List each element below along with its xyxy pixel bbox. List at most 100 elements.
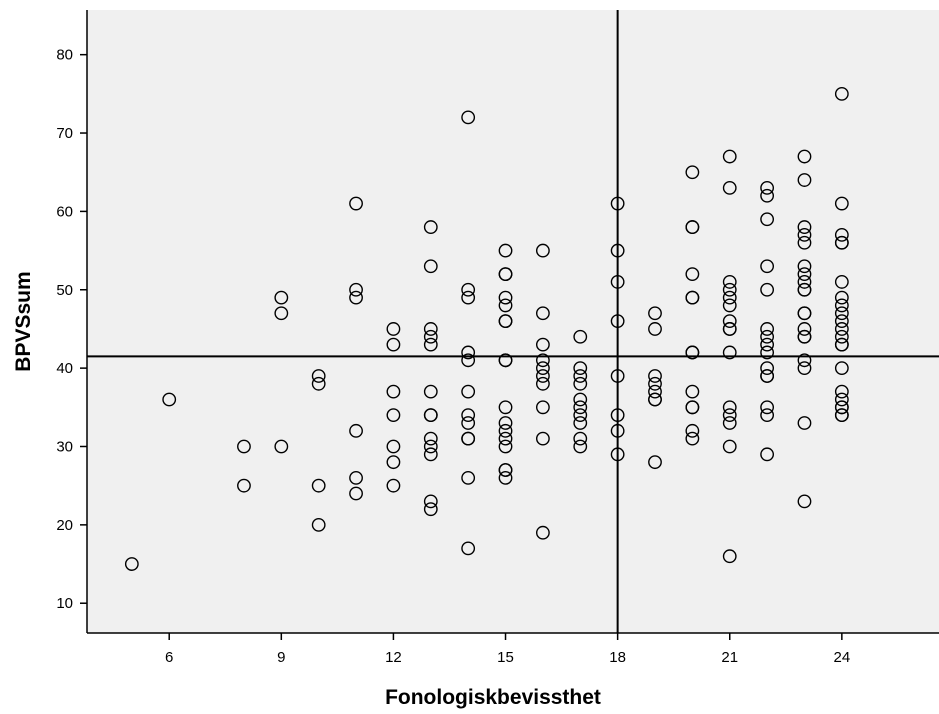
data-point (274, 306, 289, 321)
data-point (760, 329, 775, 344)
data-point (423, 322, 438, 336)
data-point (573, 329, 588, 344)
data-point (797, 235, 812, 250)
data-point (535, 306, 550, 321)
data-point (573, 400, 588, 415)
data-point (834, 86, 849, 101)
data-point (648, 306, 662, 321)
data-point (797, 361, 812, 376)
data-point (722, 416, 737, 430)
data-point (760, 408, 775, 423)
data-point (685, 345, 700, 360)
data-point (535, 243, 550, 258)
data-point (124, 557, 139, 571)
y-tick-label: 10 (56, 595, 73, 612)
data-point (797, 282, 812, 297)
data-point (685, 384, 700, 399)
data-point (573, 439, 588, 454)
data-point (722, 290, 737, 305)
data-point (834, 329, 849, 344)
data-point (685, 423, 700, 438)
data-point (722, 282, 737, 297)
data-point (386, 439, 401, 454)
data-point (797, 228, 812, 242)
data-point (535, 361, 550, 376)
data-point (423, 408, 438, 423)
x-tick-label: 18 (609, 649, 626, 666)
data-point (386, 455, 401, 470)
x-tick-label: 12 (385, 649, 402, 666)
data-point (498, 400, 513, 415)
data-point (834, 298, 849, 313)
data-point (461, 408, 476, 423)
data-point (797, 259, 812, 274)
data-point (573, 392, 588, 407)
data-point (423, 384, 438, 399)
data-point (760, 369, 775, 383)
data-point (535, 525, 550, 540)
data-point (573, 361, 588, 376)
data-point (461, 345, 476, 360)
data-point (760, 322, 775, 336)
data-point (386, 408, 401, 423)
data-point (685, 431, 700, 446)
data-point (797, 149, 812, 164)
data-point (760, 447, 775, 462)
data-point (797, 220, 812, 234)
data-point (349, 423, 363, 438)
data-point (834, 322, 849, 336)
data-point (573, 376, 588, 391)
data-point (760, 188, 775, 203)
data-point (648, 369, 662, 383)
data-point (760, 345, 775, 360)
data-point (648, 392, 662, 407)
data-point (834, 408, 849, 423)
data-point (535, 431, 550, 446)
data-point (461, 470, 476, 485)
y-tick-label: 80 (56, 47, 73, 64)
data-point (535, 376, 550, 391)
data-point (834, 400, 849, 415)
data-point (274, 439, 289, 454)
data-point (722, 408, 737, 423)
data-point (311, 369, 326, 383)
data-point (760, 282, 775, 297)
data-point (386, 322, 401, 336)
data-point (648, 322, 662, 336)
data-point (685, 165, 700, 180)
x-axis-title: Fonologiskbevissthet (385, 686, 601, 709)
data-point (535, 400, 550, 415)
data-point (834, 228, 849, 242)
data-point (498, 267, 513, 281)
data-point (797, 353, 812, 368)
data-point (797, 494, 812, 509)
data-point (386, 337, 401, 352)
data-point (461, 282, 476, 297)
data-point (498, 298, 513, 313)
data-point (237, 439, 251, 454)
data-point (834, 290, 849, 305)
data-point (498, 439, 513, 454)
data-point (162, 392, 177, 407)
data-point (573, 408, 588, 423)
data-point (797, 275, 812, 289)
data-point (834, 314, 849, 329)
data-point (797, 306, 812, 321)
data-point (685, 220, 700, 234)
data-point (722, 400, 737, 415)
data-point (535, 353, 550, 368)
data-point (722, 549, 737, 564)
data-point (423, 329, 438, 344)
data-point (760, 337, 775, 352)
data-point (498, 243, 513, 258)
data-point (461, 416, 476, 430)
data-point (722, 298, 737, 313)
y-tick-label: 40 (56, 360, 73, 377)
data-point (834, 384, 849, 399)
data-point (349, 470, 363, 485)
data-point (423, 502, 438, 517)
data-point (423, 337, 438, 352)
data-point (834, 306, 849, 321)
data-point (386, 478, 401, 493)
data-point (498, 314, 513, 329)
